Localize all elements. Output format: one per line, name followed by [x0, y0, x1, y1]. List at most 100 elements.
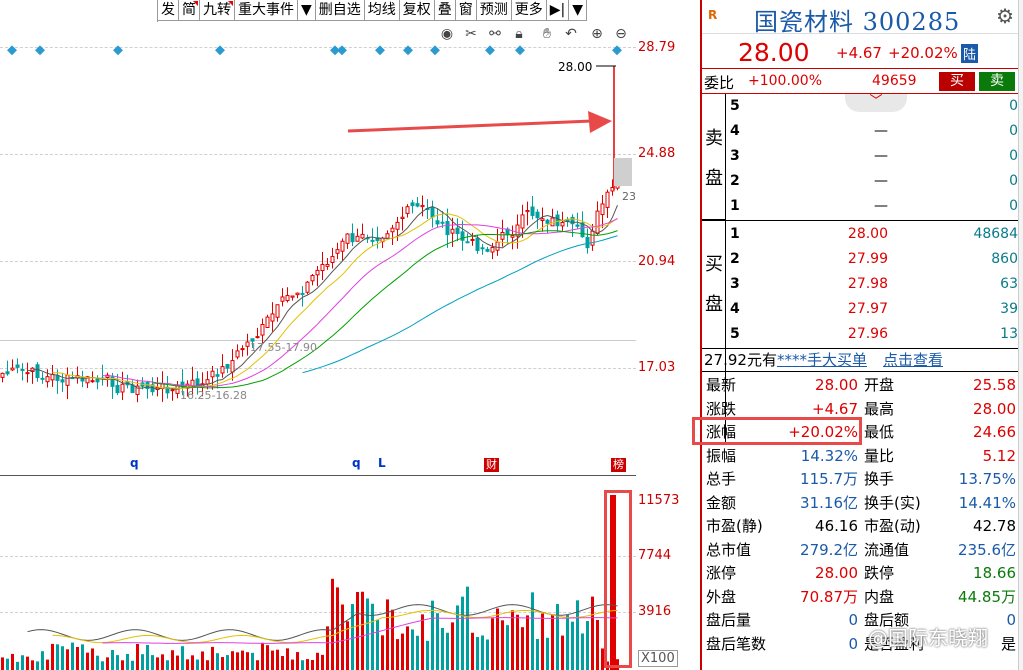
- volume-bar: [36, 661, 39, 670]
- volume-bar: [456, 605, 459, 670]
- book-row[interactable]: 4 27.97 39: [728, 297, 1018, 322]
- candle: [595, 201, 600, 235]
- toolbar-item[interactable]: 复权: [399, 0, 435, 21]
- candle: [25, 362, 30, 383]
- book-level: 4: [730, 123, 740, 139]
- stat-label: 内盘: [864, 587, 895, 606]
- chevron-down-icon[interactable]: ﹀: [845, 94, 907, 112]
- toolbar-item[interactable]: 预测: [476, 0, 512, 21]
- toolbar-item[interactable]: ▼: [298, 0, 316, 21]
- volume-bar: [491, 618, 494, 670]
- stock-header: R 国瓷材料 300285 ⚙: [702, 0, 1018, 36]
- stat-row: 市盈(静) 46.16 市盈(动) 42.78: [702, 515, 1020, 539]
- candle: [535, 209, 540, 229]
- stat-label: 外盘: [706, 587, 737, 606]
- gear-icon[interactable]: ⚙: [996, 4, 1014, 28]
- book-row[interactable]: 1 — 0: [728, 194, 1018, 219]
- lock-icon[interactable]: 🔒︎: [515, 26, 523, 42]
- book-row[interactable]: 3 27.98 63: [728, 272, 1018, 297]
- volume-bar: [541, 613, 544, 670]
- candle: [300, 286, 305, 307]
- chart-marker[interactable]: q: [352, 456, 361, 470]
- hand-icon[interactable]: ✋︎: [543, 26, 551, 42]
- stat-value: 18.66: [973, 564, 1016, 582]
- candle: [260, 318, 265, 345]
- zoom-in-icon[interactable]: ⊕: [591, 26, 603, 42]
- toolbar-item[interactable]: 窗: [455, 0, 477, 21]
- volume-bar: [316, 652, 319, 670]
- stat-value: 28.00: [815, 376, 858, 394]
- toolbar-item[interactable]: 删自选: [315, 0, 365, 21]
- chart-marker[interactable]: q: [130, 456, 139, 470]
- book-row[interactable]: 4 — 0: [728, 119, 1018, 144]
- stat-value: 235.6亿: [958, 540, 1016, 559]
- toolbar-item[interactable]: 发: [158, 0, 179, 21]
- candle: [0, 372, 5, 383]
- toolbar-item[interactable]: 叠: [434, 0, 456, 21]
- toolbar-item[interactable]: ▼: [569, 0, 588, 21]
- stat-value: 31.16亿: [800, 493, 858, 512]
- link-icon[interactable]: ⚯: [489, 26, 501, 42]
- volume-bar: [496, 608, 499, 670]
- finance-tag[interactable]: 财: [484, 458, 499, 472]
- candle: [360, 223, 365, 240]
- big-buy-label[interactable]: 大买单: [821, 351, 867, 369]
- event-diamond-icon: [485, 45, 495, 56]
- book-qty: 0: [1009, 173, 1018, 189]
- list-tag[interactable]: 榜: [611, 458, 626, 472]
- candle: [110, 372, 115, 400]
- candle: [605, 189, 610, 218]
- undo-icon[interactable]: ↶: [565, 26, 577, 42]
- toolbar-item[interactable]: 简: [179, 0, 200, 21]
- event-diamond-icon: [403, 45, 413, 56]
- big-buy-qty[interactable]: ****手: [776, 351, 822, 369]
- stat-label: 流通值: [864, 540, 910, 559]
- volume-bar: [171, 650, 174, 670]
- book-row[interactable]: 3 — 0: [728, 144, 1018, 169]
- chart-toolbar: 发简九转 重大事件 ▼ 删自选 均线 复权叠窗预测 更多 ▶| ▼: [157, 0, 588, 22]
- kline-chart-area[interactable]: 发简九转 重大事件 ▼ 删自选 均线 复权叠窗预测 更多 ▶| ▼ ◉ ✂ ⚯ 🔒︎ ✋︎ ↶ …: [0, 0, 700, 670]
- zoom-out-icon[interactable]: ⊖: [615, 26, 627, 42]
- big-buy-link[interactable]: 点击查看: [882, 351, 943, 369]
- book-row[interactable]: 2 27.99 860: [728, 247, 1018, 272]
- stat-label: 盘后额: [864, 611, 910, 629]
- book-row[interactable]: 1 28.00 48684: [728, 222, 1018, 247]
- event-diamond-icon: [612, 45, 622, 56]
- price-axis-label: 20.94: [638, 254, 676, 269]
- sell-button[interactable]: 卖: [979, 72, 1015, 91]
- candle: [520, 204, 525, 238]
- book-row[interactable]: 2 — 0: [728, 169, 1018, 194]
- buy-button[interactable]: 买: [939, 72, 975, 91]
- toolbar-item[interactable]: 均线: [364, 0, 400, 21]
- candle: [225, 363, 230, 374]
- volume-bar: [151, 655, 154, 670]
- eye-icon[interactable]: ◉: [440, 26, 454, 42]
- candle: [320, 251, 325, 280]
- candle: [410, 199, 415, 214]
- candle: [545, 218, 550, 234]
- chart-marker[interactable]: L: [378, 456, 386, 470]
- volume-bar: [596, 619, 599, 670]
- volume-bar: [341, 604, 344, 670]
- candle: [15, 358, 20, 374]
- highlight-box-pct: [692, 417, 862, 445]
- toolbar-item[interactable]: 更多: [511, 0, 547, 21]
- volume-bar: [16, 661, 19, 670]
- candle: [405, 204, 410, 218]
- scissors-icon[interactable]: ✂: [465, 26, 477, 42]
- stat-label: 涨停: [706, 564, 737, 582]
- toolbar-item[interactable]: 重大事件: [235, 0, 298, 21]
- annotation-arrowhead: [588, 111, 612, 133]
- candle: [160, 371, 165, 402]
- toolbar-item[interactable]: 九转: [200, 0, 235, 21]
- volume-bar: [521, 627, 524, 670]
- book-row[interactable]: 5 27.96 13: [728, 322, 1018, 347]
- volume-bar: [306, 659, 309, 670]
- gridline: [0, 154, 636, 155]
- book-qty: 860: [991, 251, 1018, 267]
- book-price: 27.97: [847, 301, 888, 317]
- weibi-row: 委比 +100.00% 49659 买 卖: [702, 68, 1018, 94]
- book-qty: 0: [1009, 198, 1018, 214]
- toolbar-item[interactable]: ▶|: [546, 0, 570, 21]
